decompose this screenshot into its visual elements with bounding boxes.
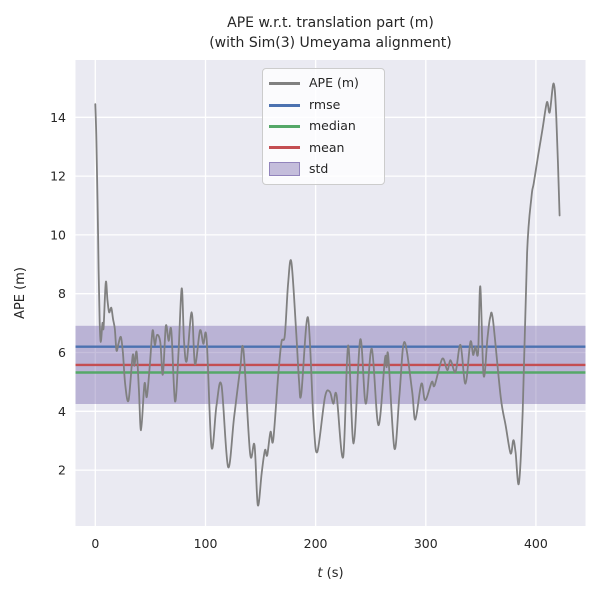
plot-subtitle: (with Sim(3) Umeyama alignment) — [209, 35, 452, 51]
y-tick-labels: 2 4 6 8 10 12 14 — [50, 110, 66, 478]
x-tick-label-100: 100 — [194, 536, 218, 551]
y-tick-label-10: 10 — [50, 227, 66, 242]
legend-swatch-rmse — [269, 103, 300, 107]
y-tick-label-4: 4 — [58, 404, 66, 419]
legend-item-rmse: rmse — [269, 95, 378, 116]
legend-label-mean: mean — [309, 139, 345, 155]
x-axis-label: t (s) — [317, 566, 343, 581]
legend-label-rmse: rmse — [309, 96, 341, 112]
legend-label-std: std — [309, 161, 329, 176]
legend-item-ape-m: APE (m) — [269, 73, 378, 94]
y-axis-label: APE (m) — [13, 267, 28, 319]
ape-curve — [94, 82, 561, 507]
legend: APE (m) rmse median mean std — [262, 68, 385, 185]
legend-label-median: median — [309, 118, 356, 134]
x-tick-label-300: 300 — [414, 536, 438, 551]
legend-swatch-std — [269, 162, 300, 177]
legend-item-std: std — [269, 159, 378, 180]
x-tick-label-0: 0 — [91, 536, 99, 551]
y-tick-label-8: 8 — [58, 286, 66, 301]
legend-item-median: median — [269, 116, 378, 137]
y-tick-label-12: 12 — [50, 169, 66, 184]
x-axis-label-unit: (s) — [323, 566, 344, 581]
legend-swatch-mean — [269, 146, 300, 150]
x-tick-labels: 0 100 200 300 400 — [91, 536, 548, 551]
legend-item-mean: mean — [269, 137, 378, 158]
y-tick-label-6: 6 — [58, 345, 66, 360]
x-tick-label-400: 400 — [524, 536, 548, 551]
plot-title: APE w.r.t. translation part (m) — [227, 15, 434, 31]
legend-label-ape-m: APE (m) — [309, 75, 359, 91]
x-tick-label-200: 200 — [304, 536, 328, 551]
x-axis-label-variable: t — [317, 566, 323, 581]
legend-swatch-ape-m — [269, 82, 300, 86]
legend-swatch-median — [269, 124, 300, 128]
y-tick-label-2: 2 — [58, 463, 66, 478]
y-tick-label-14: 14 — [50, 110, 66, 125]
